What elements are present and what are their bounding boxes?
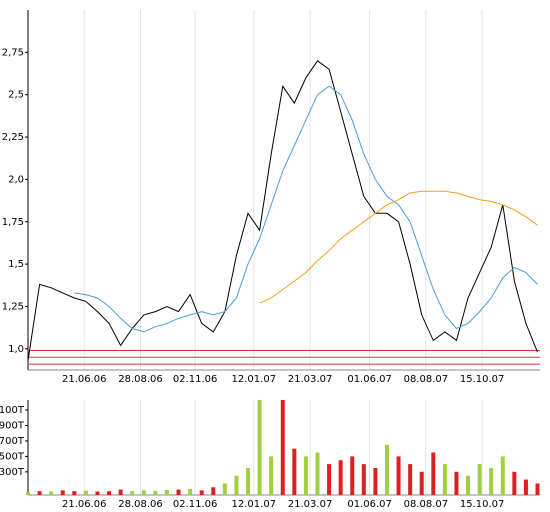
volume-bar (246, 467, 251, 495)
volume-bar (303, 456, 308, 495)
x-tick-label: 12.01.07 (232, 374, 277, 385)
x-tick-label: 21.06.06 (62, 374, 107, 385)
y-tick-label: 500T (0, 451, 25, 462)
volume-bar (37, 491, 42, 495)
volume-bar (176, 489, 181, 495)
x-tick-label: 21.03.07 (288, 499, 333, 510)
price-line (259, 190, 538, 304)
price-line (27, 60, 538, 361)
volume-bar (361, 464, 366, 495)
y-tick-label: 2,25 (2, 132, 24, 143)
x-tick-label: 15.10.07 (460, 499, 505, 510)
volume-bar (384, 444, 389, 495)
volume-bar (269, 456, 274, 495)
x-tick-label: 01.06.07 (347, 374, 392, 385)
y-tick-label: 1,0 (8, 344, 24, 355)
volume-bar (489, 467, 494, 495)
volume-bar (512, 471, 517, 495)
x-tick-label: 08.08.07 (404, 499, 449, 510)
x-tick-label: 28.08.06 (118, 499, 163, 510)
volume-bar (477, 464, 482, 495)
volume-bar (83, 490, 88, 495)
price-line (74, 85, 538, 333)
volume-bar (442, 464, 447, 495)
y-tick-label: 2,0 (8, 174, 24, 185)
x-tick-label: 01.06.07 (347, 499, 392, 510)
volume-bar (95, 491, 100, 495)
volume-bar (408, 464, 413, 495)
volume-bar (292, 448, 297, 495)
volume-bar (280, 400, 285, 495)
volume-bar (257, 400, 262, 495)
volume-bar (535, 483, 540, 495)
volume-bar (373, 467, 378, 495)
volume-bar (199, 490, 204, 495)
y-tick-label: 300T (0, 467, 25, 478)
x-tick-label: 12.01.07 (232, 499, 277, 510)
x-tick-label: 08.08.07 (404, 374, 449, 385)
volume-bar (60, 490, 65, 495)
volume-bar (327, 464, 332, 495)
y-tick-label: 700T (0, 436, 25, 447)
x-tick-label: 21.03.07 (288, 374, 333, 385)
volume-bar (153, 490, 158, 495)
volume-bar (338, 460, 343, 495)
x-tick-label: 15.10.07 (460, 374, 505, 385)
y-tick-label: 900T (0, 420, 25, 431)
volume-bar (188, 488, 193, 495)
y-tick-label: 1,25 (2, 301, 24, 312)
volume-bar (350, 456, 355, 495)
volume-bar (72, 491, 77, 495)
y-tick-label: 2,75 (2, 47, 24, 58)
volume-bar (130, 491, 135, 495)
x-tick-label: 21.06.06 (62, 499, 107, 510)
volume-bar (500, 456, 505, 495)
volume-bar (164, 489, 169, 495)
volume-bar (466, 475, 471, 495)
y-tick-label: 100T (0, 405, 25, 416)
volume-bar (234, 475, 239, 495)
y-tick-label: 1,5 (8, 259, 24, 270)
volume-bar (107, 491, 112, 495)
volume-bar (315, 452, 320, 495)
x-tick-label: 02.11.06 (173, 374, 218, 385)
y-tick-label: 2,5 (8, 90, 24, 101)
volume-bar (26, 491, 30, 495)
volume-bar (431, 452, 436, 495)
volume-bar (396, 456, 401, 495)
volume-bar (211, 487, 216, 495)
x-tick-label: 28.08.06 (118, 374, 163, 385)
volume-bar (118, 489, 123, 495)
volume-bar (49, 491, 54, 495)
volume-bar (419, 471, 424, 495)
volume-bar (141, 490, 146, 495)
volume-bar (454, 471, 459, 495)
y-tick-label: 1,75 (2, 217, 24, 228)
x-tick-label: 02.11.06 (173, 499, 218, 510)
volume-bar (222, 483, 227, 495)
volume-bar (523, 479, 528, 495)
